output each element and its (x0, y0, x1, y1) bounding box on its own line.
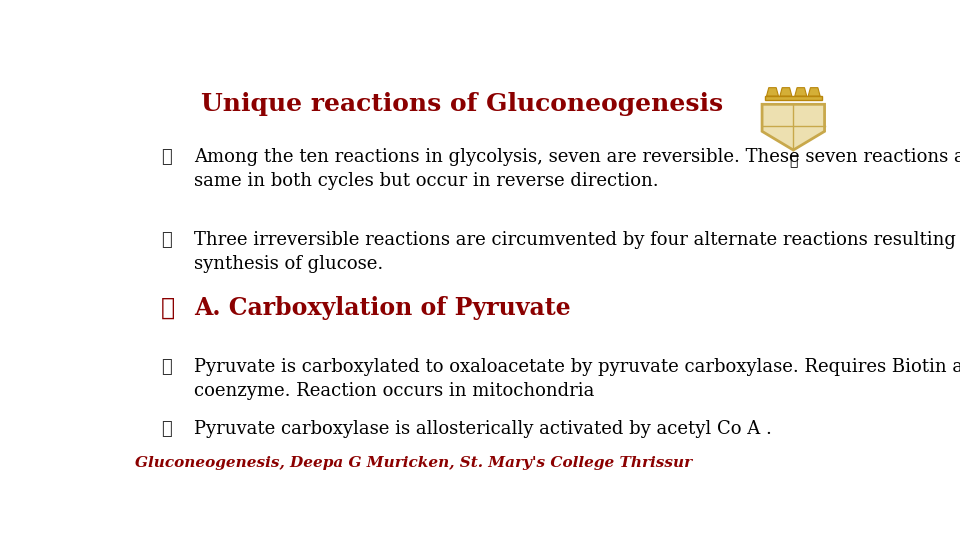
Text: ✓: ✓ (161, 420, 172, 438)
Text: ✓: ✓ (161, 358, 172, 376)
Text: ✓: ✓ (161, 295, 175, 320)
Text: ✓: ✓ (161, 148, 172, 166)
Text: Pyruvate carboxylase is allosterically activated by acetyl Co A .: Pyruvate carboxylase is allosterically a… (194, 420, 772, 438)
Text: A. Carboxylation of Pyruvate: A. Carboxylation of Pyruvate (194, 295, 571, 320)
Text: Three irreversible reactions are circumvented by four alternate reactions result: Three irreversible reactions are circumv… (194, 231, 960, 273)
Text: 🏅: 🏅 (789, 154, 798, 168)
Polygon shape (762, 104, 825, 150)
Polygon shape (766, 87, 779, 96)
Polygon shape (780, 87, 792, 96)
Polygon shape (808, 87, 820, 96)
Text: ✓: ✓ (161, 231, 172, 249)
Text: Pyruvate is carboxylated to oxaloacetate by pyruvate carboxylase. Requires Bioti: Pyruvate is carboxylated to oxaloacetate… (194, 358, 960, 400)
Polygon shape (795, 87, 806, 96)
Text: Gluconeogenesis, Deepa G Muricken, St. Mary's College Thrissur: Gluconeogenesis, Deepa G Muricken, St. M… (134, 456, 692, 470)
Polygon shape (765, 96, 822, 100)
Text: Unique reactions of Gluconeogenesis: Unique reactions of Gluconeogenesis (202, 92, 723, 116)
Text: Among the ten reactions in glycolysis, seven are reversible. These seven reactio: Among the ten reactions in glycolysis, s… (194, 148, 960, 190)
